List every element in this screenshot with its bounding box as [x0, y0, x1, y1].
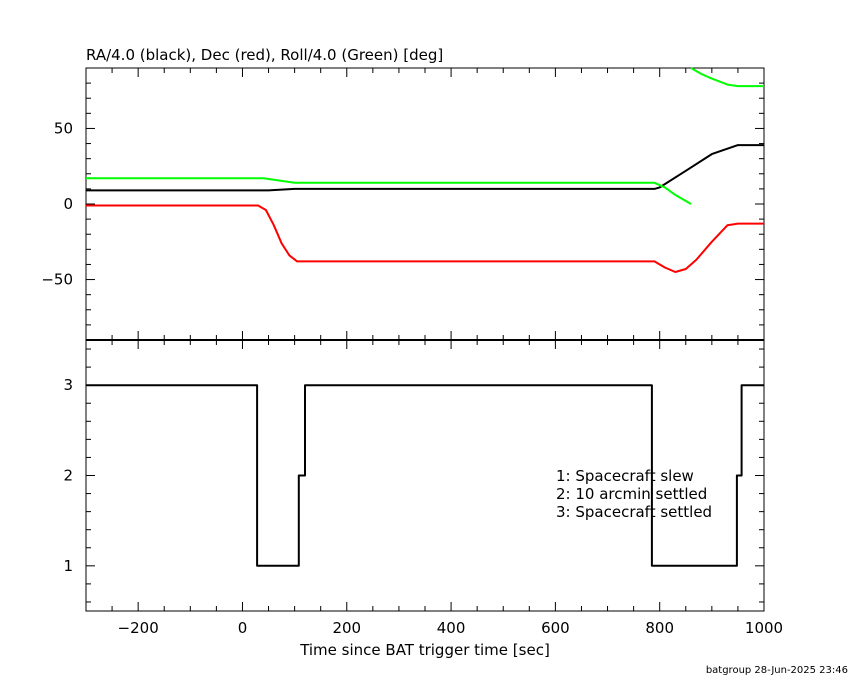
- legend-line-2: 2: 10 arcmin settled: [556, 485, 707, 503]
- legend-line-3: 3: Spacecraft settled: [556, 503, 712, 521]
- x-tick-label: −200: [118, 619, 159, 637]
- top-series-line-0: [86, 144, 764, 192]
- x-tick-label: 400: [437, 619, 466, 637]
- attitude-panel: −50 0 50: [41, 67, 765, 341]
- x-tick-label: 800: [645, 619, 674, 637]
- x-axis-label: Time since BAT trigger time [sec]: [299, 641, 550, 659]
- x-tick-label: 200: [332, 619, 361, 637]
- top-series-line-3: [690, 67, 764, 88]
- x-tick-label: 600: [541, 619, 570, 637]
- top-panel-title: RA/4.0 (black), Dec (red), Roll/4.0 (Gre…: [86, 46, 443, 64]
- top-series-line-2: [86, 177, 692, 205]
- x-tick-label: 0: [238, 619, 248, 637]
- top-y-tick-label: 0: [63, 195, 73, 213]
- top-y-tick-label: 50: [54, 119, 73, 137]
- settle-status-panel: 1 2 3 −200 0 200 400 600 800 1000: [63, 339, 783, 637]
- footer-credit: batgroup 28-Jun-2025 23:46: [706, 665, 848, 676]
- legend-line-1: 1: Spacecraft slew: [556, 467, 694, 485]
- bottom-series-line-0: [86, 384, 764, 567]
- bottom-y-tick-label: 1: [63, 557, 73, 575]
- x-tick-label: 1000: [745, 619, 783, 637]
- bottom-y-tick-label: 3: [63, 376, 73, 394]
- top-plot-frame: [85, 67, 765, 341]
- bottom-y-tick-label: 2: [63, 467, 73, 485]
- top-series-line-1: [86, 204, 764, 273]
- top-y-tick-label: −50: [41, 271, 73, 289]
